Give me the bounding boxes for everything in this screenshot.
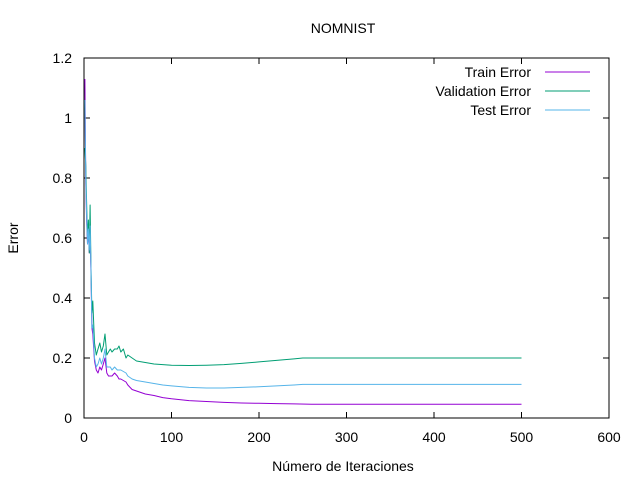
x-tick-label: 400	[422, 429, 446, 445]
x-tick-label: 600	[597, 429, 621, 445]
x-tick-label: 0	[80, 429, 88, 445]
y-axis-label: Error	[5, 222, 21, 253]
x-tick-label: 500	[510, 429, 534, 445]
y-tick-label: 0.6	[53, 230, 73, 246]
y-tick-label: 0	[64, 410, 72, 426]
chart-title: NOMNIST	[311, 20, 376, 36]
y-tick-label: 0.8	[53, 170, 73, 186]
test-error-legend-label: Test Error	[470, 102, 531, 118]
legend: Train Error Validation Error Test Error	[436, 64, 590, 118]
x-axis-label: Número de Iteraciones	[272, 458, 414, 474]
train-error-legend-label: Train Error	[465, 64, 532, 80]
validation-error-legend-label: Validation Error	[436, 83, 532, 99]
x-tick-label: 200	[247, 429, 271, 445]
y-tick-label: 1	[64, 110, 72, 126]
y-tick-label: 0.4	[53, 290, 73, 306]
train-error-line	[84, 78, 522, 405]
axis-ticks: 0 100 200 300 400 500 600 0 0.2 0.4 0.6 0.8 1 1.2	[53, 50, 621, 445]
x-tick-label: 100	[160, 429, 184, 445]
y-tick-label: 0.2	[53, 350, 73, 366]
test-error-line	[84, 99, 522, 389]
series-layer	[84, 78, 522, 405]
y-tick-label: 1.2	[53, 50, 73, 66]
validation-error-line	[84, 147, 522, 366]
x-tick-label: 300	[335, 429, 359, 445]
